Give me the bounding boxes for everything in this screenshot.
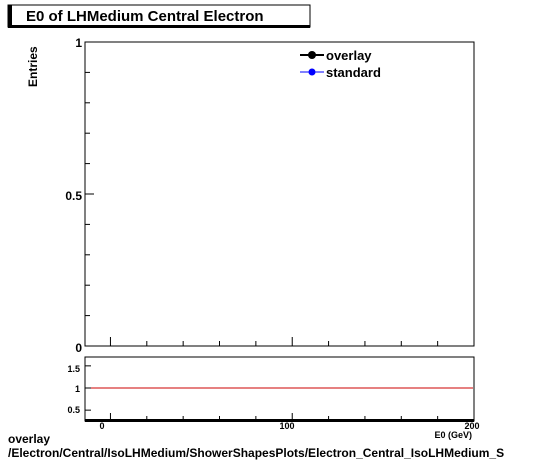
ratio-ytick-label-1: 1 (75, 384, 80, 394)
y-axis-label: Entries (26, 46, 40, 87)
ratio-axis-ticks (85, 365, 475, 419)
ratio-xtick-label-100: 100 (279, 421, 294, 431)
footer-line-2: /Electron/Central/IsoLHMedium/ShowerShap… (8, 446, 505, 460)
legend-marker-overlay (308, 51, 316, 59)
footer-line-1: overlay (8, 432, 51, 446)
main-ytick-label-0.5: 0.5 (65, 189, 82, 203)
legend-label-overlay: overlay (326, 48, 372, 63)
main-plot-frame (84, 41, 475, 347)
main-axis-ticks (85, 41, 475, 347)
title-box: E0 of LHMedium Central Electron (7, 4, 311, 28)
ratio-bottom-shadow (85, 419, 474, 422)
legend-entry-standard: standard (300, 65, 381, 80)
legend-entry-overlay: overlay (300, 48, 372, 63)
ratio-xtick-label-200: 200 (464, 421, 479, 431)
ratio-ytick-label-1.5: 1.5 (67, 364, 80, 374)
ratio-ytick-label-0.5: 0.5 (67, 405, 80, 415)
legend: overlay standard (300, 48, 381, 80)
ratio-plot-frame (84, 356, 475, 422)
chart-title: E0 of LHMedium Central Electron (26, 8, 264, 25)
main-ytick-label-0: 0 (75, 341, 82, 355)
ratio-xtick-label-0: 0 (99, 421, 104, 431)
x-axis-label: E0 (GeV) (434, 430, 472, 440)
legend-label-standard: standard (326, 65, 381, 80)
main-ytick-label-1: 1 (75, 36, 82, 50)
legend-marker-standard (308, 68, 316, 76)
